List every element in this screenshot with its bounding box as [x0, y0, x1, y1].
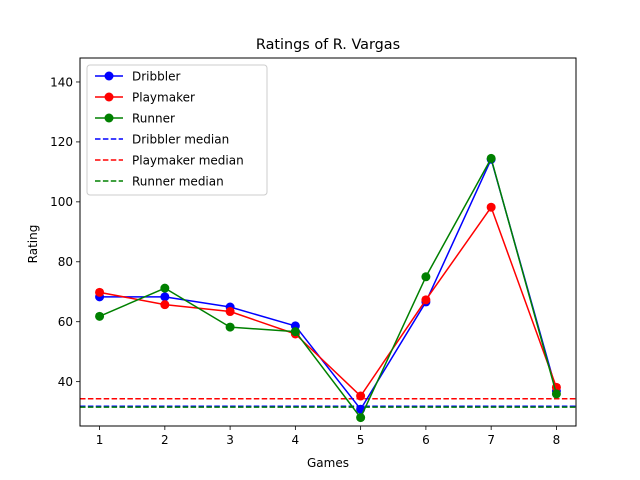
data-point-1-0	[95, 287, 105, 297]
legend-label-0: Dribbler	[132, 69, 180, 83]
data-point-1-2	[225, 307, 235, 317]
x-tick-label-0: 1	[96, 433, 104, 447]
x-tick-label-6: 7	[487, 433, 495, 447]
data-point-2-3	[290, 327, 300, 337]
legend-label-3: Dribbler median	[132, 132, 229, 146]
y-tick-label-4: 120	[50, 135, 73, 149]
legend-label-1: Playmaker	[132, 90, 195, 104]
legend-swatch-marker-1	[104, 92, 114, 102]
y-tick-label-5: 140	[50, 75, 73, 89]
data-point-2-4	[356, 413, 366, 423]
chart-title: Ratings of R. Vargas	[256, 37, 400, 53]
y-tick-label-3: 100	[50, 195, 73, 209]
legend-swatch-marker-0	[104, 71, 114, 81]
legend-label-2: Runner	[132, 111, 175, 125]
x-axis-label: Games	[307, 456, 349, 470]
axis-layer: 1 2 3 4 5 6 7 8 40 60 80 100 120 140	[50, 75, 560, 447]
data-point-2-1	[160, 283, 170, 293]
data-point-1-6	[486, 202, 496, 212]
plot-frame	[79, 57, 577, 427]
data-point-0-1	[160, 292, 170, 302]
series-line-2	[99, 157, 558, 419]
data-point-1-4	[356, 391, 366, 401]
data-point-2-7	[551, 389, 561, 399]
y-tick-label-1: 60	[58, 315, 73, 329]
series-line-0	[99, 158, 558, 410]
data-point-1-5	[421, 295, 431, 305]
legend-label-5: Runner median	[132, 174, 224, 188]
x-tick-label-1: 2	[161, 433, 169, 447]
x-tick-label-7: 8	[553, 433, 561, 447]
data-point-2-5	[421, 272, 431, 282]
legend-box	[86, 64, 268, 196]
data-point-1-1	[160, 300, 170, 310]
legend-label-4: Playmaker median	[132, 153, 244, 167]
x-tick-label-2: 3	[226, 433, 234, 447]
legend-swatch-marker-2	[104, 113, 114, 123]
x-tick-label-5: 6	[422, 433, 430, 447]
legend: Dribbler Playmaker Runner Dribbler median Pl…	[86, 64, 268, 196]
x-tick-label-4: 5	[357, 433, 365, 447]
data-point-2-6	[486, 153, 496, 163]
x-tick-label-3: 4	[292, 433, 300, 447]
y-tick-label-0: 40	[58, 375, 73, 389]
series-line-1	[99, 206, 558, 397]
data-point-2-2	[225, 322, 235, 332]
y-tick-label-2: 80	[58, 255, 73, 269]
plot-layer	[80, 153, 576, 423]
data-point-2-0	[95, 311, 105, 321]
y-axis-label: Rating	[26, 225, 40, 264]
